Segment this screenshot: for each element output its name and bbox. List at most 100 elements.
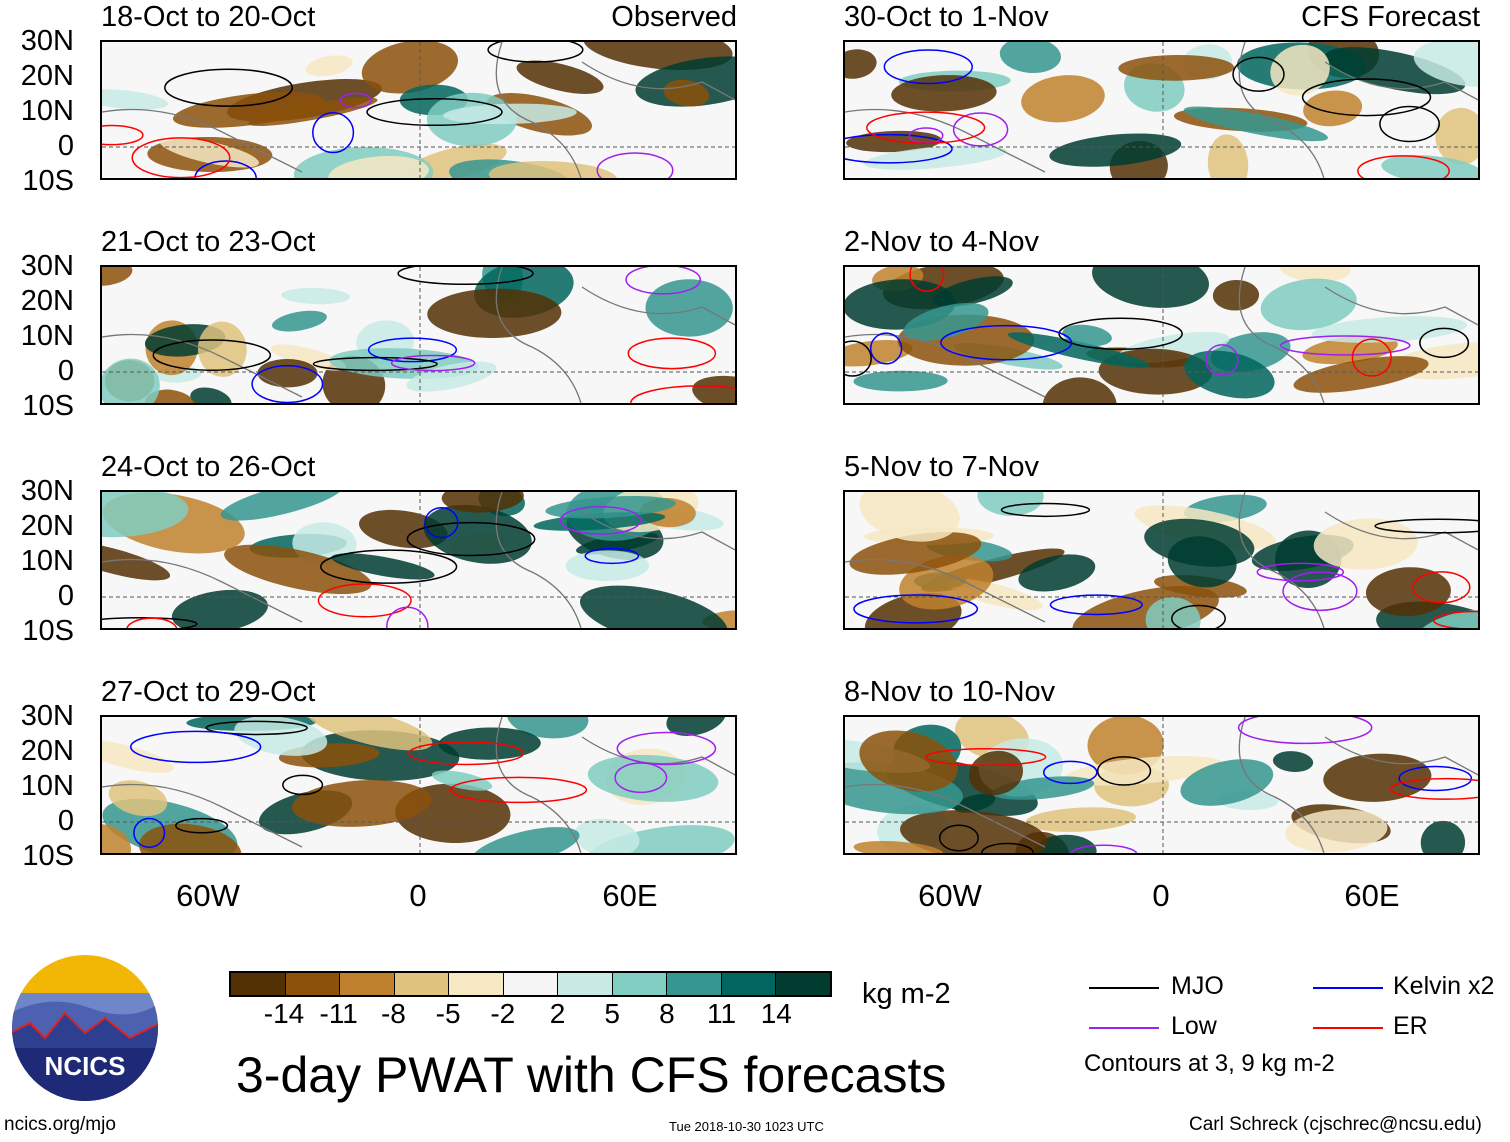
- pwat-anomaly-blob: [406, 361, 497, 392]
- pwat-anomaly-blob: [1285, 809, 1388, 853]
- footer-url[interactable]: ncics.org/mjo: [4, 1114, 116, 1135]
- wave-contour: [1205, 344, 1239, 376]
- wave-contour: [339, 92, 372, 109]
- wave-contour: [952, 112, 1009, 147]
- lon-label: 0: [409, 878, 427, 913]
- map-panel: [100, 265, 737, 405]
- lat-label: 10N: [20, 320, 74, 352]
- pwat-anomaly-blob: [220, 492, 345, 521]
- wave-contour: [164, 68, 294, 107]
- wave-contour: [584, 547, 640, 565]
- panel-tag: CFS Forecast: [1301, 1, 1480, 33]
- pwat-anomaly-blob: [1435, 107, 1478, 165]
- wave-contour: [251, 364, 324, 403]
- map-panel: [100, 40, 737, 180]
- colorbar-swatch: [612, 973, 667, 995]
- wave-contour: [883, 49, 973, 85]
- lat-label: 30N: [20, 25, 74, 57]
- colorbar-level-label: -8: [380, 998, 406, 1029]
- pwat-anomaly-blob: [849, 532, 982, 575]
- pwat-anomaly-blob: [1381, 155, 1478, 178]
- wave-contour: [317, 583, 412, 618]
- lat-label: 20N: [20, 510, 74, 542]
- lat-label: 0: [57, 130, 74, 162]
- wave-contour: [367, 337, 458, 363]
- colorbar-swatch: [340, 973, 395, 995]
- wave-contour: [312, 356, 438, 372]
- wave-contour: [408, 741, 525, 766]
- wave-contour: [1379, 105, 1440, 143]
- lon-label: 60W: [918, 878, 982, 913]
- pwat-anomaly-blob: [1272, 751, 1314, 772]
- pwat-anomaly-blob: [645, 279, 733, 337]
- colorbar-level-label: -14: [263, 998, 305, 1029]
- colorbar-level-label: 14: [760, 998, 792, 1029]
- colorbar-swatch: [721, 973, 776, 995]
- wave-contour: [1000, 502, 1091, 518]
- map-panel: [843, 40, 1480, 180]
- wave-contour: [909, 267, 945, 292]
- contour-note: Contours at 3, 9 kg m-2: [1084, 1050, 1335, 1077]
- pwat-anomaly-blob: [1180, 759, 1274, 806]
- wave-contour: [869, 332, 903, 365]
- lat-label: 10S: [22, 390, 74, 422]
- pwat-anomaly-blob: [431, 770, 493, 791]
- wave-contour: [386, 606, 429, 628]
- wave-contour: [559, 505, 642, 535]
- wave-contour: [1432, 610, 1478, 628]
- wave-contour: [1232, 56, 1285, 92]
- wave-contour: [981, 842, 1035, 853]
- colorbar-swatch: [558, 973, 613, 995]
- pwat-anomaly-blob: [565, 550, 650, 582]
- colorbar-level-label: -11: [319, 998, 358, 1029]
- pwat-anomaly-blob: [441, 492, 524, 513]
- wave-contour: [1070, 844, 1138, 853]
- map-panel: [843, 715, 1480, 855]
- wave-contour: [1256, 562, 1345, 582]
- pwat-anomaly-blob: [859, 730, 958, 792]
- legend-low-label: Low: [1171, 1012, 1217, 1040]
- lat-label: 10S: [22, 165, 74, 197]
- pwat-anomaly-blob: [579, 585, 728, 628]
- colorbar-swatch: [285, 973, 340, 995]
- wave-contour: [1374, 518, 1478, 534]
- pwat-anomaly-blob: [1302, 335, 1398, 365]
- wave-contour: [175, 817, 229, 834]
- pwat-anomaly-blob: [257, 359, 318, 388]
- lon-label: 0: [1152, 878, 1170, 913]
- wave-contour: [938, 824, 979, 852]
- pwat-anomaly-blob: [1145, 597, 1201, 628]
- pwat-anomaly-blob: [903, 302, 989, 341]
- colorbar-swatch: [667, 973, 722, 995]
- lat-label: 30N: [20, 700, 74, 732]
- wave-contour: [845, 133, 953, 164]
- pwat-anomaly-blob: [1303, 90, 1363, 127]
- footer-timestamp: Tue 2018-10-30 1023 UTC: [669, 1119, 824, 1134]
- lat-label: 10S: [22, 615, 74, 647]
- wave-contour: [282, 774, 324, 796]
- wave-contour: [126, 617, 178, 628]
- wave-contour: [366, 98, 503, 127]
- wave-contour: [102, 616, 198, 628]
- wave-contour: [129, 730, 262, 764]
- map-panel: [843, 490, 1480, 630]
- pwat-anomaly-blob: [224, 544, 372, 595]
- colorbar-swatch: [503, 973, 558, 995]
- pwat-anomaly-blob: [1034, 834, 1097, 853]
- lat-label: 20N: [20, 735, 74, 767]
- ncics-logo: NCICS: [10, 953, 160, 1103]
- pwat-anomaly-blob: [248, 97, 378, 127]
- coastline: [845, 42, 1478, 178]
- colorbar-level-label: 11: [707, 998, 737, 1029]
- lat-label: 10S: [22, 840, 74, 872]
- pwat-anomaly-blob: [102, 358, 160, 403]
- pwat-anomaly-blob: [583, 42, 733, 71]
- pwat-anomaly-blob: [1092, 267, 1209, 308]
- map-panel: [843, 265, 1480, 405]
- coastline: [102, 42, 735, 178]
- svg-text:NCICS: NCICS: [45, 1051, 126, 1081]
- lat-label: 30N: [20, 475, 74, 507]
- pwat-anomaly-blob: [102, 492, 189, 538]
- pwat-anomaly-blob: [144, 389, 197, 403]
- panel-title: 18-Oct to 20-Oct: [101, 1, 316, 33]
